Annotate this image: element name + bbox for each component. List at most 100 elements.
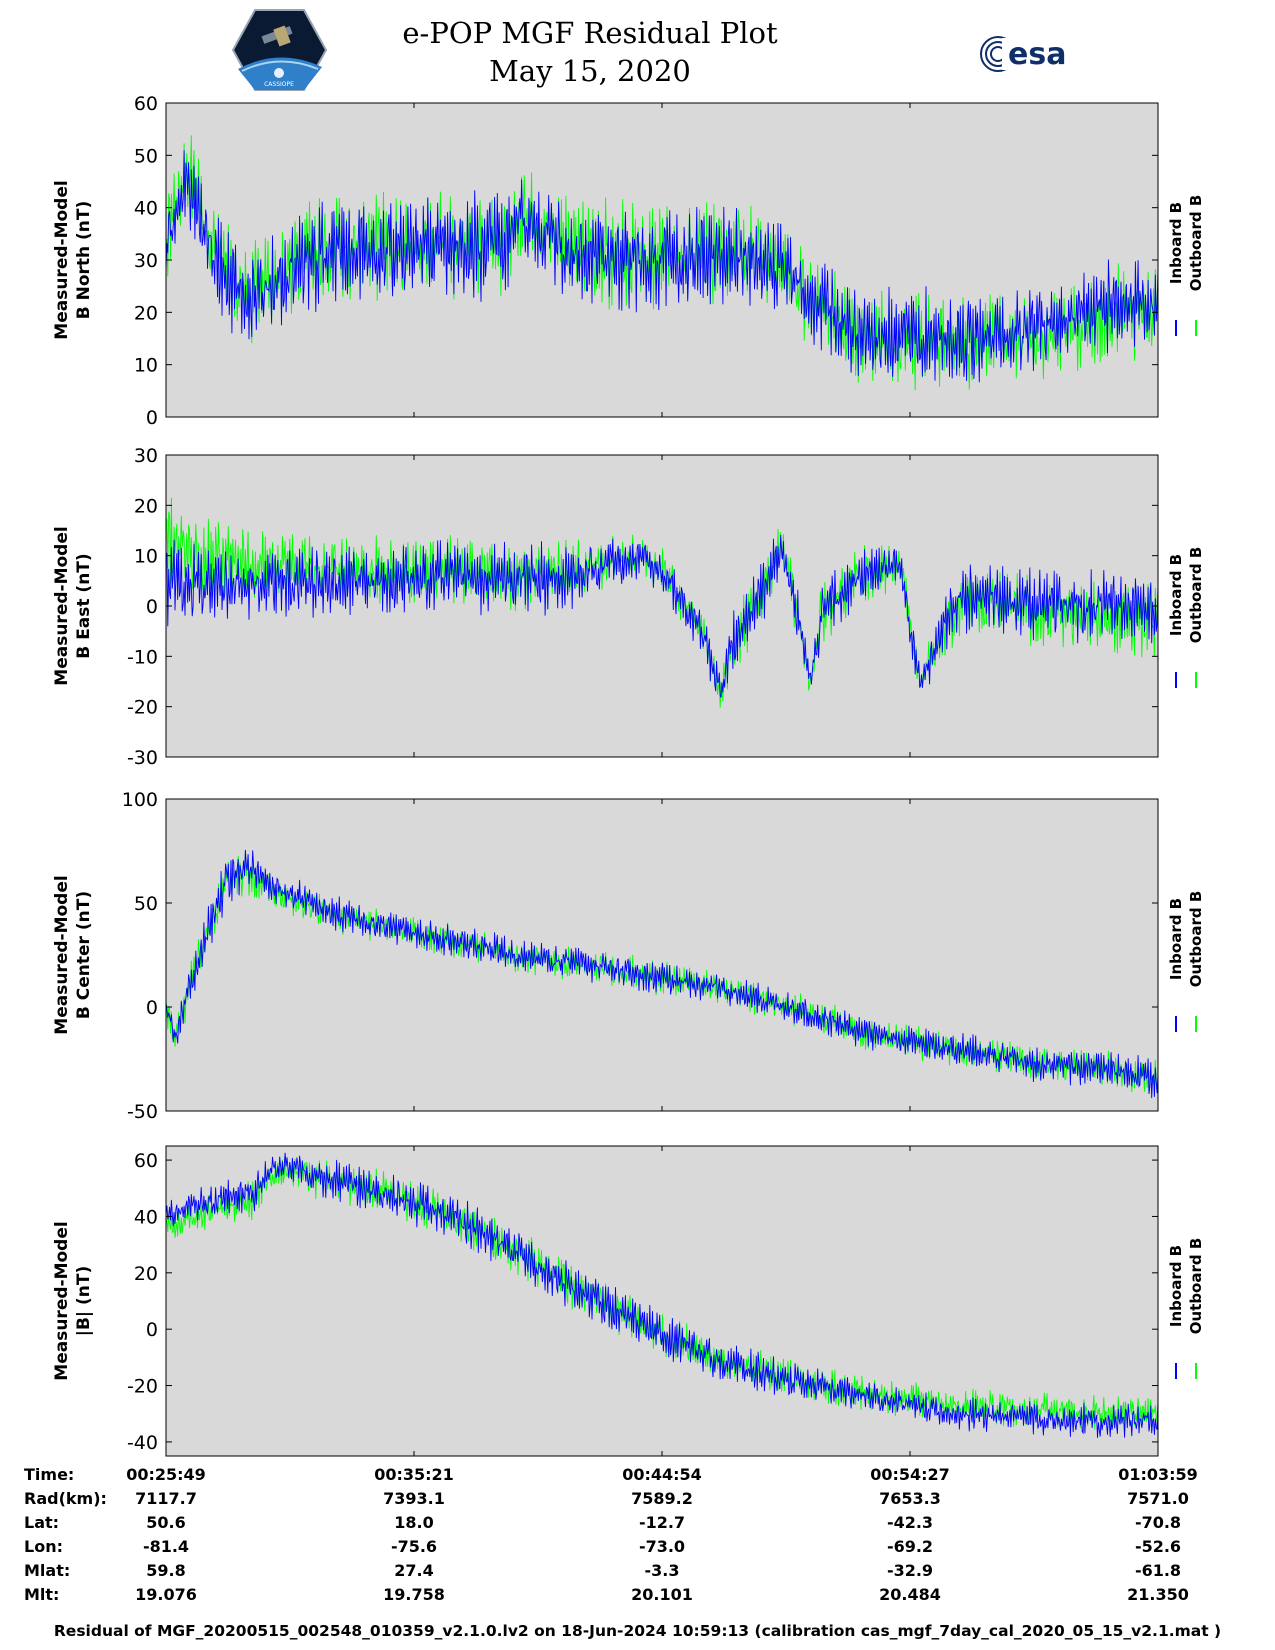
y-tick-label: -40 bbox=[127, 1432, 158, 1454]
legend-label: Inboard B bbox=[1167, 1245, 1185, 1327]
legend: Inboard B Outboard B bbox=[1167, 1238, 1205, 1379]
y-tick-label: 60 bbox=[134, 1150, 158, 1172]
y-axis-label: Measured-Model B North (nT) bbox=[52, 180, 94, 339]
ephemeris-row-label: Lon: bbox=[24, 1537, 63, 1556]
ephemeris-value: 7393.1 bbox=[383, 1489, 445, 1508]
y-tick-label: 20 bbox=[134, 302, 158, 324]
outboard-b-series-line bbox=[165, 497, 1159, 708]
ephemeris-value: 00:35:21 bbox=[374, 1465, 454, 1484]
outboard-b-series-line bbox=[165, 1158, 1159, 1430]
ephemeris-value: 20.101 bbox=[631, 1585, 693, 1604]
y-axis-label-line-1: Measured-Model bbox=[52, 875, 72, 1034]
ephemeris-row-label: Lat: bbox=[24, 1513, 60, 1532]
inboard-b-series-line bbox=[165, 849, 1159, 1099]
legend-label: Inboard B bbox=[1167, 202, 1185, 284]
inboard-b-series-line bbox=[165, 150, 1159, 383]
ephemeris-value: 59.8 bbox=[146, 1561, 186, 1580]
y-tick-label: 0 bbox=[146, 1319, 158, 1341]
page-title: e-POP MGF Residual Plot May 15, 2020 bbox=[380, 14, 800, 90]
legend: Inboard B Outboard B bbox=[1167, 195, 1205, 336]
y-tick-label: 10 bbox=[134, 355, 158, 377]
esa-logo-text: esa bbox=[1008, 37, 1066, 72]
y-tick-label: -20 bbox=[127, 697, 158, 719]
y-tick-label: 20 bbox=[134, 495, 158, 517]
inboard-b-series-line bbox=[165, 1152, 1159, 1438]
footer-caption: Residual of MGF_20200515_002548_010359_v… bbox=[53, 1622, 1222, 1640]
ephemeris-value: 20.484 bbox=[879, 1585, 941, 1604]
chart-panel-4: -40 -20 0 20 40 60 Measured-Model |B| (nT) Inboa… bbox=[52, 1145, 1205, 1457]
legend: Inboard B Outboard B bbox=[1167, 547, 1205, 688]
ephemeris-value: 01:03:59 bbox=[1118, 1465, 1198, 1484]
ephemeris-value: -52.6 bbox=[1134, 1537, 1182, 1556]
y-axis-label-line-2: B North (nT) bbox=[74, 201, 94, 320]
ephemeris-value: 18.0 bbox=[394, 1513, 434, 1532]
y-axis-label: Measured-Model |B| (nT) bbox=[52, 1221, 94, 1380]
ephemeris-value: 50.6 bbox=[146, 1513, 186, 1532]
ephemeris-value: -75.6 bbox=[390, 1537, 438, 1556]
ephemeris-value: 7653.3 bbox=[879, 1489, 941, 1508]
cassiope-logo-text: CASSIOPE bbox=[264, 81, 294, 88]
ephemeris-value: 19.758 bbox=[383, 1585, 445, 1604]
y-axis-label-line-1: Measured-Model bbox=[52, 1221, 72, 1380]
ephemeris-value: -32.9 bbox=[886, 1561, 934, 1580]
y-tick-label: -20 bbox=[127, 1376, 158, 1398]
legend-label: Outboard B bbox=[1187, 1238, 1205, 1335]
ephemeris-row-label: Mlt: bbox=[24, 1585, 60, 1604]
ephemeris-value: -61.8 bbox=[1134, 1561, 1182, 1580]
y-tick-label: 50 bbox=[134, 145, 158, 167]
y-tick-label: 60 bbox=[134, 93, 158, 115]
ephemeris-value: -3.3 bbox=[644, 1561, 680, 1580]
chart-panel-3: -50 0 50 100 Measured-Model B Center (nT) Inbo… bbox=[52, 789, 1205, 1123]
legend-label: Outboard B bbox=[1187, 891, 1205, 988]
title-line-2: May 15, 2020 bbox=[489, 54, 691, 88]
y-tick-label: 0 bbox=[146, 596, 158, 618]
legend: Inboard B Outboard B bbox=[1167, 891, 1205, 1032]
ephemeris-value: 7571.0 bbox=[1127, 1489, 1189, 1508]
ephemeris-value: -70.8 bbox=[1134, 1513, 1182, 1532]
ephemeris-value: -12.7 bbox=[638, 1513, 686, 1532]
y-tick-label: -10 bbox=[127, 646, 158, 668]
y-axis-label-line-2: |B| (nT) bbox=[74, 1266, 94, 1337]
y-tick-label: 40 bbox=[134, 1206, 158, 1228]
ephemeris-value: -73.0 bbox=[638, 1537, 686, 1556]
legend-label: Outboard B bbox=[1187, 195, 1205, 292]
ephemeris-row-label: Rad(km): bbox=[24, 1489, 107, 1508]
y-tick-label: 50 bbox=[134, 893, 158, 915]
y-tick-label: 0 bbox=[146, 997, 158, 1019]
ephemeris-value: -69.2 bbox=[886, 1537, 934, 1556]
plot-area bbox=[166, 799, 1158, 1111]
legend-label: Inboard B bbox=[1167, 898, 1185, 980]
esa-logo: esa bbox=[980, 36, 1066, 72]
y-tick-label: 30 bbox=[134, 250, 158, 272]
ephemeris-value: 21.350 bbox=[1127, 1585, 1189, 1604]
y-axis-label-line-2: B East (nT) bbox=[74, 553, 94, 658]
ephemeris-value: -42.3 bbox=[886, 1513, 934, 1532]
y-axis-label-line-2: B Center (nT) bbox=[74, 891, 94, 1019]
legend-label: Outboard B bbox=[1187, 547, 1205, 644]
ephemeris-row-label: Mlat: bbox=[24, 1561, 71, 1580]
y-tick-label: 20 bbox=[134, 1263, 158, 1285]
ephemeris-value: 7589.2 bbox=[631, 1489, 693, 1508]
ephemeris-value: 7117.7 bbox=[135, 1489, 197, 1508]
ephemeris-value: 00:25:49 bbox=[126, 1465, 206, 1484]
y-tick-label: 100 bbox=[122, 789, 158, 811]
chart-panel-1: 0 10 20 30 40 50 60 Measured-Model B North (nT) I… bbox=[52, 93, 1205, 429]
y-tick-label: 40 bbox=[134, 198, 158, 220]
inboard-b-series-line bbox=[165, 534, 1159, 698]
y-axis-label-line-1: Measured-Model bbox=[52, 526, 72, 685]
y-tick-label: 30 bbox=[134, 445, 158, 467]
y-axis-label-line-1: Measured-Model bbox=[52, 180, 72, 339]
chart-panel-2: -30 -20 -10 0 10 20 30 Measured-Model B East (nT… bbox=[52, 445, 1205, 769]
ephemeris-row-label: Time: bbox=[24, 1465, 75, 1484]
ephemeris-value: 00:44:54 bbox=[622, 1465, 702, 1484]
y-tick-label: 0 bbox=[146, 407, 158, 429]
y-axis-label: Measured-Model B East (nT) bbox=[52, 526, 94, 685]
plot-area bbox=[166, 455, 1158, 757]
title-line-1: e-POP MGF Residual Plot bbox=[402, 16, 778, 50]
ephemeris-value: 00:54:27 bbox=[870, 1465, 950, 1484]
y-tick-label: 10 bbox=[134, 546, 158, 568]
ephemeris-value: 27.4 bbox=[394, 1561, 434, 1580]
cassiope-logo: CASSIOPE bbox=[232, 9, 327, 91]
y-axis-label: Measured-Model B Center (nT) bbox=[52, 875, 94, 1034]
